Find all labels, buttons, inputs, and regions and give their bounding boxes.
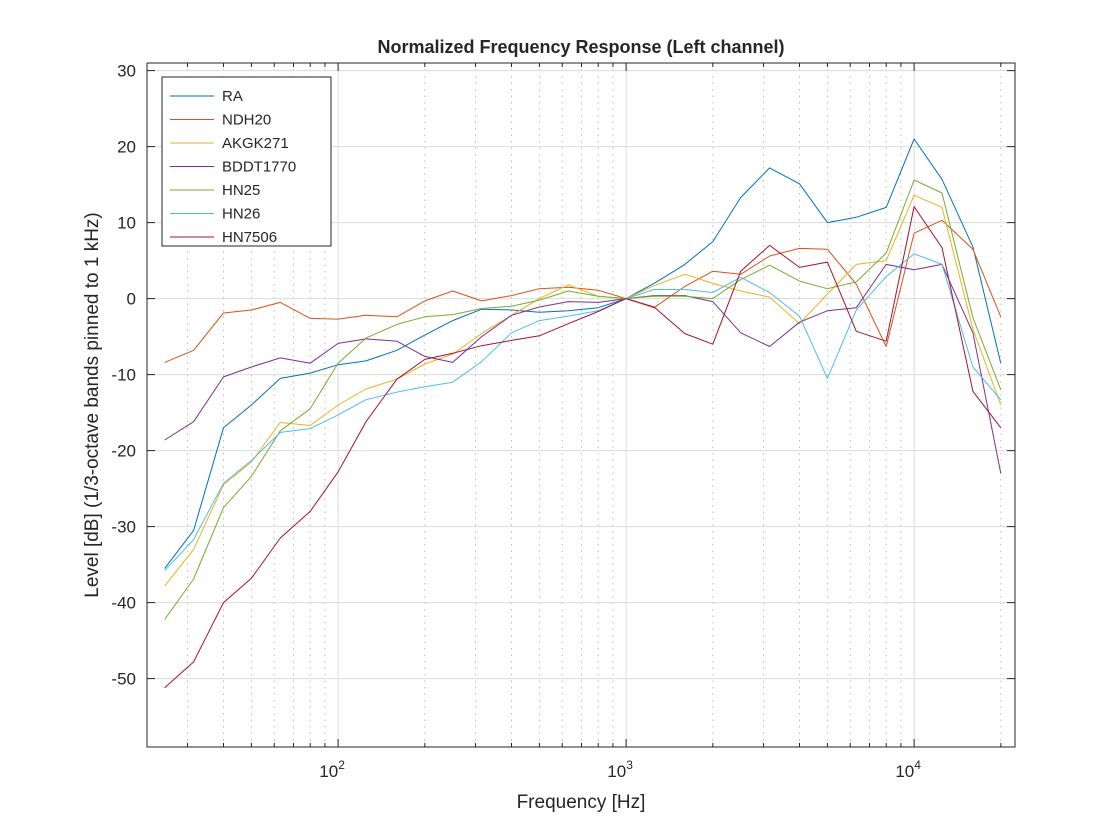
x-tick-exponent: 3 (626, 758, 633, 772)
y-tick-label: 0 (127, 290, 136, 309)
x-tick-exponent: 2 (338, 758, 345, 772)
axes-box (146, 62, 1016, 748)
legend-label-hn26: HN26 (222, 206, 260, 223)
legend-label-ndh20: NDH20 (222, 112, 271, 129)
x-axis-label: Frequency [Hz] (517, 792, 646, 813)
x-tick-base: 10 (607, 762, 626, 781)
y-tick-label: 10 (117, 214, 136, 233)
x-tick-base: 10 (895, 762, 914, 781)
y-tick-label: -50 (111, 670, 136, 689)
y-tick-label: -40 (111, 594, 136, 613)
legend-label-akgk271: AKGK271 (222, 135, 289, 152)
series-line-hn7506 (164, 206, 1002, 689)
x-tick-label: 103 (607, 758, 633, 781)
y-tick-label: -30 (111, 518, 136, 537)
series-line-ndh20 (164, 219, 1002, 363)
series-line-ra (164, 138, 1002, 569)
chart-title: Normalized Frequency Response (Left chan… (377, 37, 784, 57)
series-line-bddt1770 (164, 263, 1002, 474)
legend-label-hn7506: HN7506 (222, 229, 277, 246)
x-tick-exponent: 4 (914, 758, 921, 772)
x-tick-label: 102 (319, 758, 345, 781)
legend: RA NDH20 AKGK271 BDDT1770 HN25 HN26 HN7506 (161, 76, 332, 247)
y-tick-label: -10 (111, 366, 136, 385)
legend-label-bddt1770: BDDT1770 (222, 159, 296, 176)
y-tick-label: 20 (117, 138, 136, 157)
legend-box (161, 76, 332, 247)
legend-label-ra: RA (222, 88, 243, 105)
y-tick-label: 30 (117, 62, 136, 81)
legend-label-hn25: HN25 (222, 182, 260, 199)
x-tick-base: 10 (319, 762, 338, 781)
series-line-akgk271 (164, 194, 1002, 587)
series-line-hn25 (164, 179, 1002, 620)
y-tick-label: -20 (111, 442, 136, 461)
series-line-hn26 (164, 253, 1002, 572)
series-lines (164, 138, 1002, 689)
x-tick-label: 104 (895, 758, 921, 781)
y-axis-label: Level [dB] (1/3-octave bands pinned to 1… (82, 212, 103, 598)
